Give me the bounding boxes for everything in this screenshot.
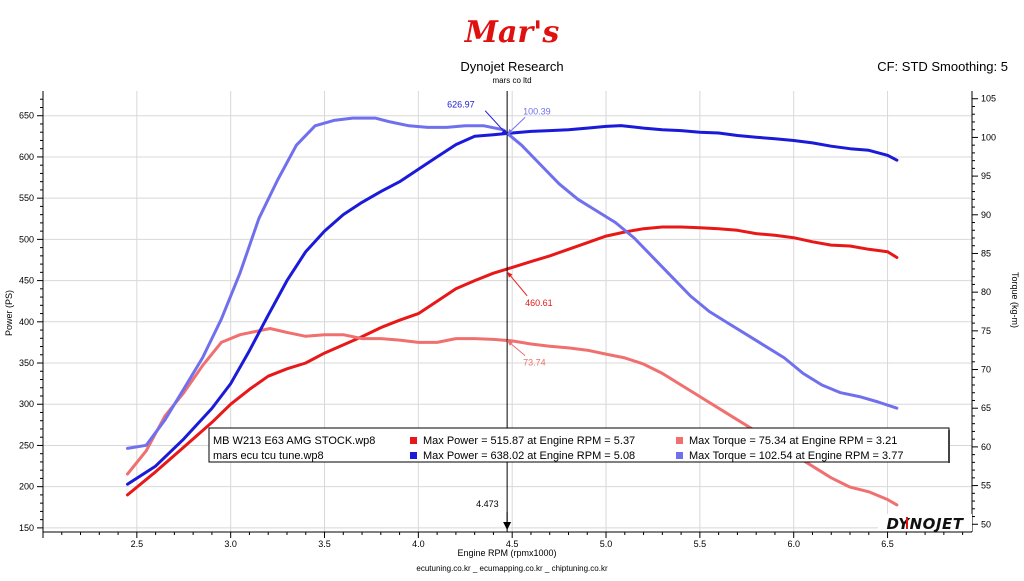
y-left-tick-label-8: 550 [19, 193, 34, 203]
logo-text: Mar's [464, 15, 560, 50]
y-right-tick-label-2: 60 [981, 442, 991, 452]
y-left-tick-label-5: 400 [19, 317, 34, 327]
y-left-tick-label-3: 300 [19, 399, 34, 409]
x-axis-title: Engine RPM (rpmx1000) [457, 548, 556, 558]
legend-power-1: Max Power = 638.02 at Engine RPM = 5.08 [423, 450, 635, 462]
x-tick-label-4: 4.5 [506, 539, 519, 549]
x-tick-label-3: 4.0 [412, 539, 425, 549]
legend-swatch-torque-1 [676, 452, 683, 459]
x-tick-label-2: 3.5 [318, 539, 331, 549]
chart-title: Dynojet Research [460, 59, 563, 74]
cf-smoothing-label: CF: STD Smoothing: 5 [877, 59, 1008, 74]
dynojet-logo: DYNOJET [878, 514, 972, 533]
x-tick-label-5: 5.0 [600, 539, 613, 549]
y-left-tick-label-10: 650 [19, 111, 34, 121]
y-left-tick-label-1: 200 [19, 482, 34, 492]
x-tick-label-0: 2.5 [131, 539, 144, 549]
legend: MB W213 E63 AMG STOCK.wp8 Max Power = 515… [208, 427, 950, 463]
axes: 2.5 3.0 3.5 4.0 4.5 5.0 5.5 6.0 6.5 150 200 250 300 3… [19, 91, 996, 549]
legend-torque-1: Max Torque = 102.54 at Engine RPM = 3.77 [689, 450, 903, 462]
y-right-tick-label-5: 75 [981, 326, 991, 336]
legend-file-0: MB W213 E63 AMG STOCK.wp8 [213, 435, 375, 447]
stock-power-line [126, 225, 899, 497]
y-left-tick-label-6: 450 [19, 276, 34, 286]
y-right-tick-label-11: 105 [981, 94, 996, 104]
y-right-tick-label-10: 100 [981, 132, 996, 142]
y-left-tick-label-9: 600 [19, 152, 34, 162]
legend-torque-0: Max Torque = 75.34 at Engine RPM = 3.21 [689, 435, 897, 447]
annotation-arrowhead-0 [501, 129, 508, 135]
annotation-label-2: 460.61 [525, 298, 553, 308]
tune-torque-line [126, 116, 899, 450]
y-right-tick-label-0: 50 [981, 519, 991, 529]
annotations: 626.97 100.39 460.61 73.74 [447, 100, 553, 368]
annotation-label-3: 73.74 [523, 358, 546, 368]
series-lines [126, 116, 899, 507]
annotation-arrowhead-3 [507, 340, 513, 346]
y-left-tick-label-0: 150 [19, 523, 34, 533]
y-right-tick-label-9: 95 [981, 171, 991, 181]
y-right-tick-label-8: 90 [981, 210, 991, 220]
annotation-arrowhead-1 [507, 128, 513, 135]
y-left-tick-label-2: 250 [19, 440, 34, 450]
chart-subtitle: mars co ltd [492, 76, 531, 85]
y-axis-left-title: Power (PS) [4, 290, 14, 336]
y-right-tick-label-3: 65 [981, 403, 991, 413]
rpm-cursor-label: 4.473 [476, 499, 499, 509]
y-right-tick-label-1: 55 [981, 481, 991, 491]
rpm-cursor-arrow [503, 522, 512, 530]
x-tick-label-6: 5.5 [694, 539, 707, 549]
legend-swatch-torque-0 [676, 437, 683, 444]
footer-websites: ecutuning.co.kr _ ecumapping.co.kr _ chi… [416, 564, 608, 573]
y-right-tick-label-7: 85 [981, 248, 991, 258]
tune-power-line [126, 124, 899, 486]
annotation-arrowhead-2 [507, 271, 513, 278]
logo: Mar's [464, 15, 560, 50]
legend-box [208, 427, 950, 463]
y-axis-right-title: Torque (kg-m) [1010, 272, 1020, 328]
legend-power-0: Max Power = 515.87 at Engine RPM = 5.37 [423, 435, 635, 447]
annotation-label-0: 626.97 [447, 100, 475, 110]
x-tick-label-7: 6.0 [787, 539, 800, 549]
legend-file-1: mars ecu tcu tune.wp8 [213, 450, 324, 462]
legend-swatch-power-0 [410, 437, 417, 444]
y-left-tick-label-7: 500 [19, 234, 34, 244]
y-right-tick-label-6: 80 [981, 287, 991, 297]
legend-swatch-power-1 [410, 452, 417, 459]
x-tick-label-8: 6.5 [881, 539, 894, 549]
x-tick-label-1: 3.0 [224, 539, 237, 549]
y-right-tick-label-4: 70 [981, 365, 991, 375]
annotation-label-1: 100.39 [523, 106, 551, 116]
dynojet-logo-text: DYNOJET [886, 515, 964, 533]
y-left-tick-label-4: 350 [19, 358, 34, 368]
